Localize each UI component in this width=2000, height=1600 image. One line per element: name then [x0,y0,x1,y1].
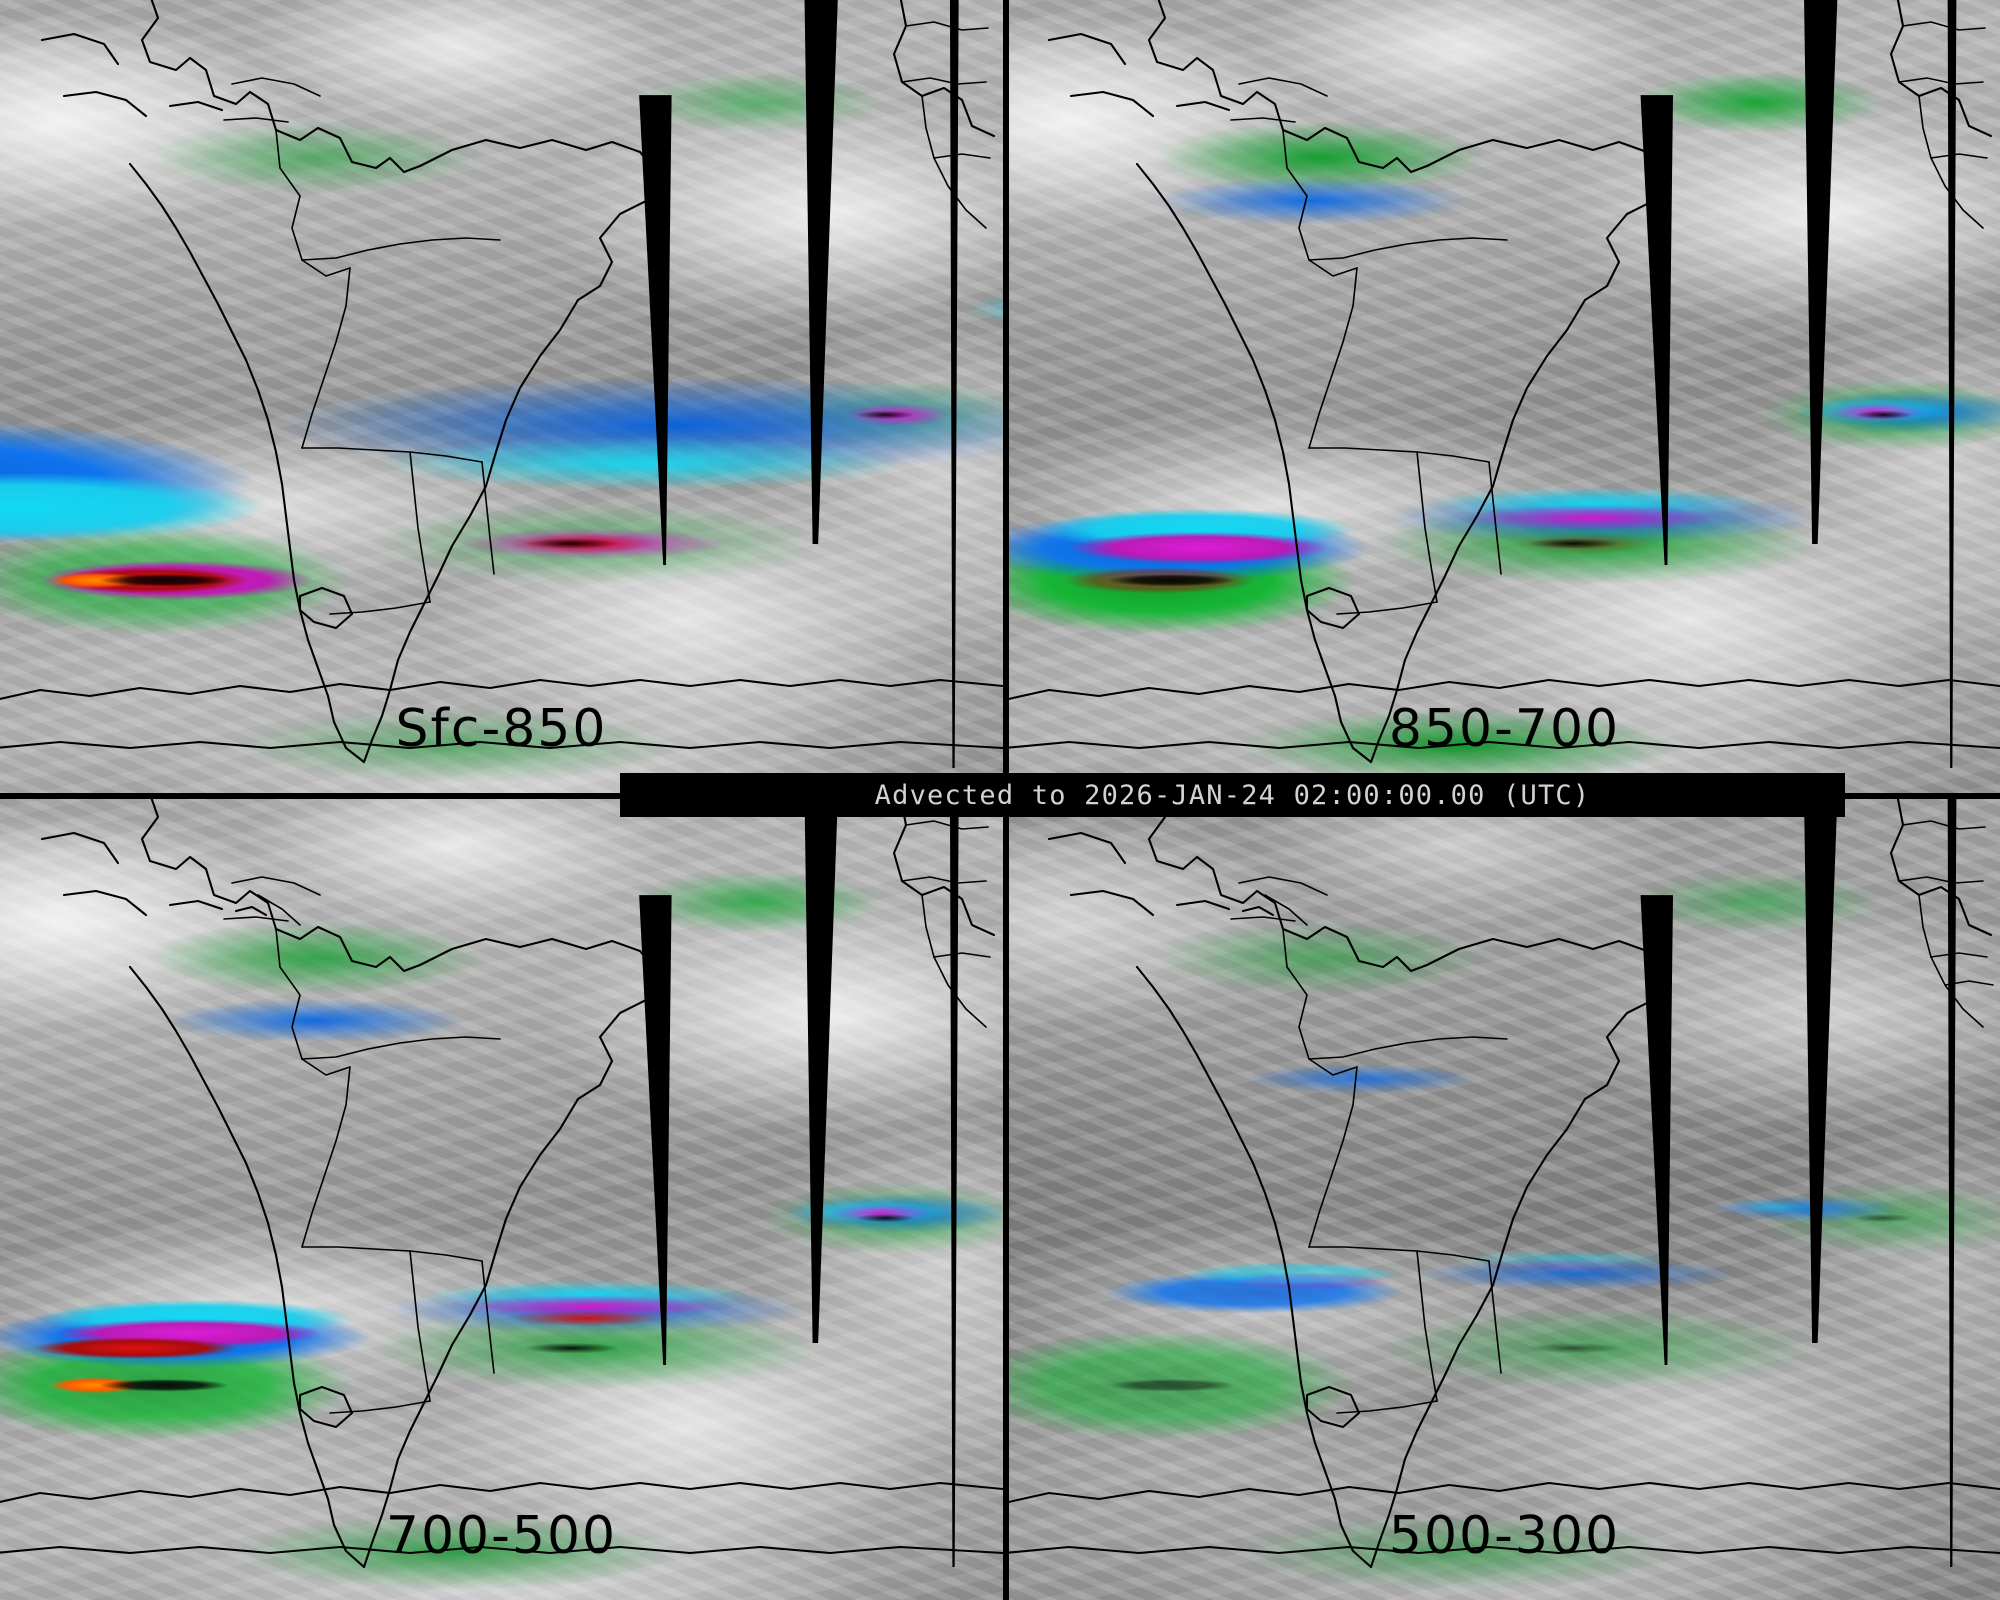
scan-gap-sliver [1947,0,1957,769]
moisture-field [1009,0,2000,793]
saturated-core-layer [0,799,1003,1600]
timestamp-text: Advected to 2026-JAN-24 02:00:00.00 (UTC… [874,779,1591,811]
panel-label-500-300: 500-300 [1388,1506,1621,1566]
saturated-core-layer [1009,799,2000,1600]
scan-gap-sliver [949,0,959,769]
moisture-field [0,0,1003,793]
panel-sfc-850[interactable]: Sfc-850 [0,0,1003,793]
panel-850-700[interactable]: 850-700 [1009,0,2000,793]
panel-label-sfc-850: Sfc-850 [395,699,608,759]
panel-label-850-700: 850-700 [1388,699,1621,759]
panel-700-500[interactable]: 700-500 [0,799,1003,1600]
panel-label-700-500: 700-500 [385,1506,618,1566]
moisture-field [1009,799,2000,1600]
saturated-core-layer [1009,0,2000,793]
panel-500-300[interactable]: 500-300 [1009,799,2000,1600]
timestamp-bar: Advected to 2026-JAN-24 02:00:00.00 (UTC… [620,773,1845,817]
scan-gap-sliver [949,799,959,1567]
scan-gap-sliver [1947,799,1957,1567]
saturated-core-layer [0,0,1003,793]
moisture-field [0,799,1003,1600]
